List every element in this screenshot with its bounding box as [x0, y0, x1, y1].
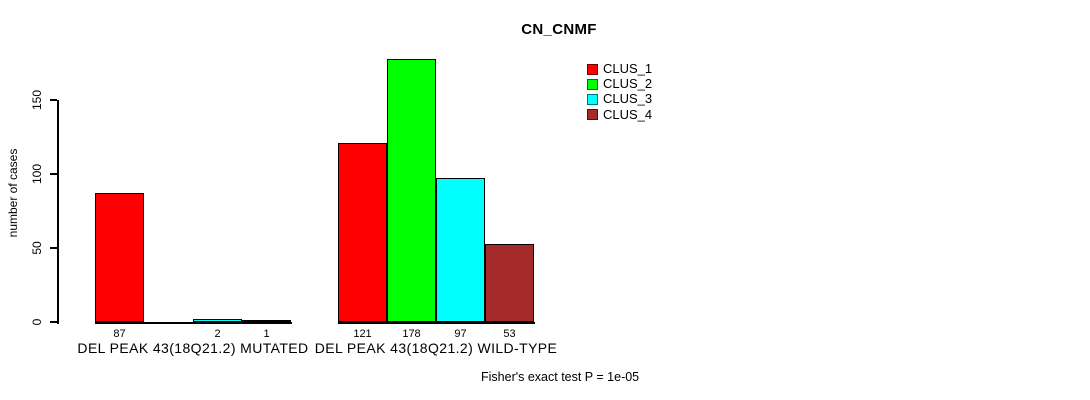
y-axis-line [57, 100, 59, 324]
y-axis-tick [50, 321, 57, 323]
chart-title: CN_CNMF [521, 21, 597, 38]
x-axis-baseline [338, 322, 535, 324]
bar-value-label: 2 [214, 328, 221, 340]
bar-clus_1 [95, 193, 144, 322]
legend-item-clus_1: CLUS_1 [587, 61, 653, 76]
bar-clus_1 [338, 142, 387, 322]
x-axis-group-label: DEL PEAK 43(18Q21.2) WILD-TYPE [314, 340, 558, 356]
legend-swatch-icon [587, 63, 598, 75]
bar-value-label: 121 [353, 328, 372, 340]
legend-label: CLUS_1 [603, 61, 653, 76]
bar-value-label: 53 [503, 328, 516, 340]
x-axis-baseline [95, 322, 292, 324]
legend-swatch-icon [587, 93, 598, 105]
x-axis-group-label: DEL PEAK 43(18Q21.2) MUTATED [77, 340, 309, 356]
bar-value-label: 87 [113, 328, 126, 340]
legend-label: CLUS_2 [603, 76, 653, 92]
legend-swatch-icon [587, 78, 598, 90]
legend-label: CLUS_3 [603, 91, 653, 107]
bar-clus_3 [436, 178, 485, 322]
y-axis-tick-label: 150 [30, 89, 44, 111]
bar-clus_4 [485, 243, 534, 322]
legend-swatch-icon [587, 109, 598, 121]
legend-item-clus_3: CLUS_3 [587, 91, 653, 107]
y-axis-tick [50, 247, 57, 249]
bar-clus_2 [387, 58, 436, 322]
y-axis-tick-label: 0 [30, 318, 44, 326]
legend-label: CLUS_4 [603, 106, 653, 122]
bar-clus_4 [242, 320, 291, 322]
legend: CLUS_1 CLUS_2 CLUS_3 CLUS_4 [587, 61, 653, 122]
y-axis-tick [50, 99, 57, 101]
legend-item-clus_2: CLUS_2 [587, 76, 653, 92]
y-axis-tick-label: 100 [30, 163, 44, 185]
y-axis-title: number of cases [6, 148, 20, 238]
y-axis-tick [50, 173, 57, 175]
legend-item-clus_4: CLUS_4 [587, 106, 653, 122]
bar-value-label: 97 [454, 328, 467, 340]
bar-value-label: 178 [402, 328, 421, 340]
y-axis-tick-label: 50 [30, 241, 44, 255]
bar-value-label: 1 [263, 328, 270, 340]
bar-clus_3 [193, 319, 242, 322]
fisher-test-note: Fisher's exact test P = 1e-05 [481, 370, 640, 384]
